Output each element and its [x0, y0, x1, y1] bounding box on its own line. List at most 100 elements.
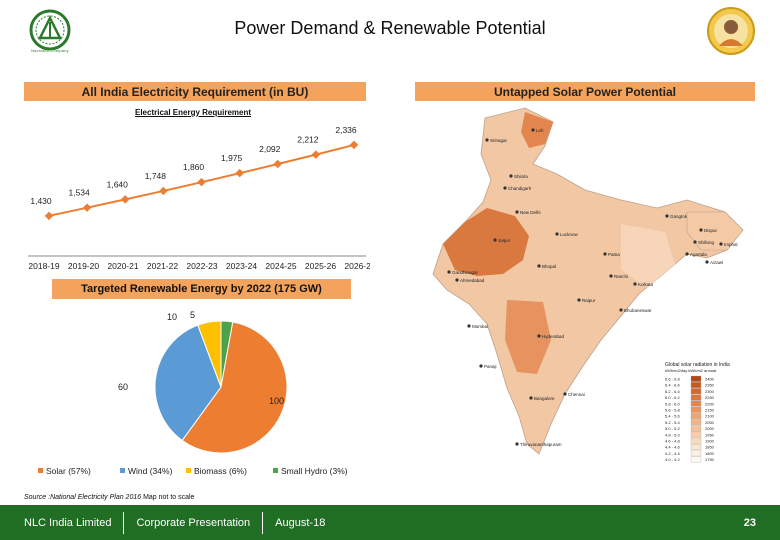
legend-swatch [38, 468, 43, 473]
legend-swatch [690, 400, 702, 407]
city-marker [515, 442, 519, 446]
city-label: Bhubaneswar [624, 308, 652, 313]
legend-swatch [690, 456, 702, 463]
nlc-logo [29, 9, 71, 51]
legend-annual: 2000 [705, 426, 715, 431]
legend-range: 6.6 - 6.8 [665, 377, 680, 382]
data-label: 1,860 [183, 162, 205, 172]
legend-label: Small Hydro (3%) [281, 466, 348, 476]
data-label: 2,212 [297, 135, 319, 145]
tick-label: 2024-25 [265, 261, 296, 271]
city-label: Srinagar [490, 138, 508, 143]
city-marker [577, 298, 581, 302]
legend-swatch [690, 419, 702, 426]
legend-range: 6.2 - 6.4 [665, 389, 680, 394]
pie-slice [154, 324, 222, 442]
city-label: Mumbai [472, 324, 488, 329]
pie-slice [181, 321, 288, 454]
city-label: Shimla [514, 174, 528, 179]
tick-label: 2020-21 [107, 261, 138, 271]
legend-swatch [690, 450, 702, 457]
logo-subtext: Navratna Company [31, 48, 69, 53]
emblem-logo [707, 7, 755, 55]
tick-label: 2025-26 [305, 261, 336, 271]
legend-annual: 1750 [705, 457, 715, 462]
city-label: Dispur [704, 228, 718, 233]
legend-annual: 2150 [705, 408, 715, 413]
hot-zone-south [505, 300, 551, 374]
city-label: Chennai [568, 392, 585, 397]
legend-annual: 2050 [705, 420, 715, 425]
city-marker [563, 392, 567, 396]
legend-annual: 1850 [705, 445, 715, 450]
city-label: Jaipur [498, 238, 511, 243]
city-label: Chandigarh [508, 186, 532, 191]
legend-range: 5.4 - 5.6 [665, 414, 680, 419]
city-label: Bangalore [534, 396, 555, 401]
line-chart-title: Electrical Energy Requirement [135, 108, 252, 117]
city-label: Thiruvananthapuram [520, 442, 562, 447]
legend-swatch [120, 468, 125, 473]
page-number: 23 [743, 516, 756, 529]
northeast-region [686, 211, 744, 251]
city-marker [515, 210, 519, 214]
electricity-requirement-header: All India Electricity Requirement (in BU… [24, 82, 366, 101]
tick-label: 2021-22 [147, 261, 178, 271]
source-text: Source :National Electricity Plan 2016 [24, 494, 142, 501]
data-label: 1,430 [30, 196, 52, 206]
city-marker [685, 252, 689, 256]
legend-range: 4.0 - 4.2 [665, 457, 680, 462]
city-marker [603, 252, 607, 256]
legend-label: Biomass (6%) [194, 466, 247, 476]
data-point [273, 159, 282, 169]
slice-value-label: 5 [190, 310, 195, 320]
data-label: 1,534 [68, 188, 90, 198]
city-marker [455, 278, 459, 282]
legend-swatch [690, 431, 702, 438]
page-title: Power Demand & Renewable Potential [234, 18, 546, 38]
city-marker [633, 282, 637, 286]
legend-label: Solar (57%) [46, 466, 91, 476]
legend-swatch [690, 406, 702, 413]
city-label: Ahmedabad [460, 278, 485, 283]
legend-annual: 1950 [705, 432, 715, 437]
city-marker [537, 264, 541, 268]
tick-label: 2026-27 [344, 261, 370, 271]
city-label: Ranchi [614, 274, 628, 279]
solar-potential-header: Untapped Solar Power Potential [415, 82, 755, 101]
legend-annual: 2250 [705, 395, 715, 400]
data-label: 2,336 [335, 125, 357, 135]
legend-swatch [690, 394, 702, 401]
city-label: Lucknow [560, 232, 579, 237]
legend-swatch [186, 468, 191, 473]
legend-range: 6.4 - 6.6 [665, 383, 680, 388]
data-label: 1,748 [145, 171, 167, 181]
legend-swatch [690, 388, 702, 395]
data-point [82, 203, 92, 212]
data-point [235, 168, 244, 178]
cool-zone-east [621, 224, 675, 288]
legend-range: 4.6 - 4.8 [665, 439, 680, 444]
city-marker [693, 240, 697, 244]
footer-doc: Corporate Presentation [123, 511, 262, 534]
legend-swatch [273, 468, 278, 473]
city-marker [503, 186, 507, 190]
city-marker [555, 232, 559, 236]
legend-annual: 1800 [705, 451, 715, 456]
city-marker [699, 228, 703, 232]
city-label: Raipur [582, 298, 596, 303]
india-outline [432, 107, 744, 455]
city-label: Aizawl [710, 260, 723, 265]
city-marker [493, 238, 497, 242]
city-marker [509, 174, 513, 178]
city-label: Gangtok [670, 214, 688, 219]
legend-swatch [690, 413, 702, 419]
tick-label: 2019-20 [68, 261, 99, 271]
city-label: Bhopal [542, 264, 556, 269]
city-label: Patna [608, 252, 620, 257]
slice-value-label: 60 [118, 382, 128, 392]
city-label: Kolkata [638, 282, 654, 287]
city-marker [619, 308, 623, 312]
slice-value-label: 10 [167, 312, 177, 322]
legend-range: 4.8 - 5.0 [665, 432, 680, 437]
